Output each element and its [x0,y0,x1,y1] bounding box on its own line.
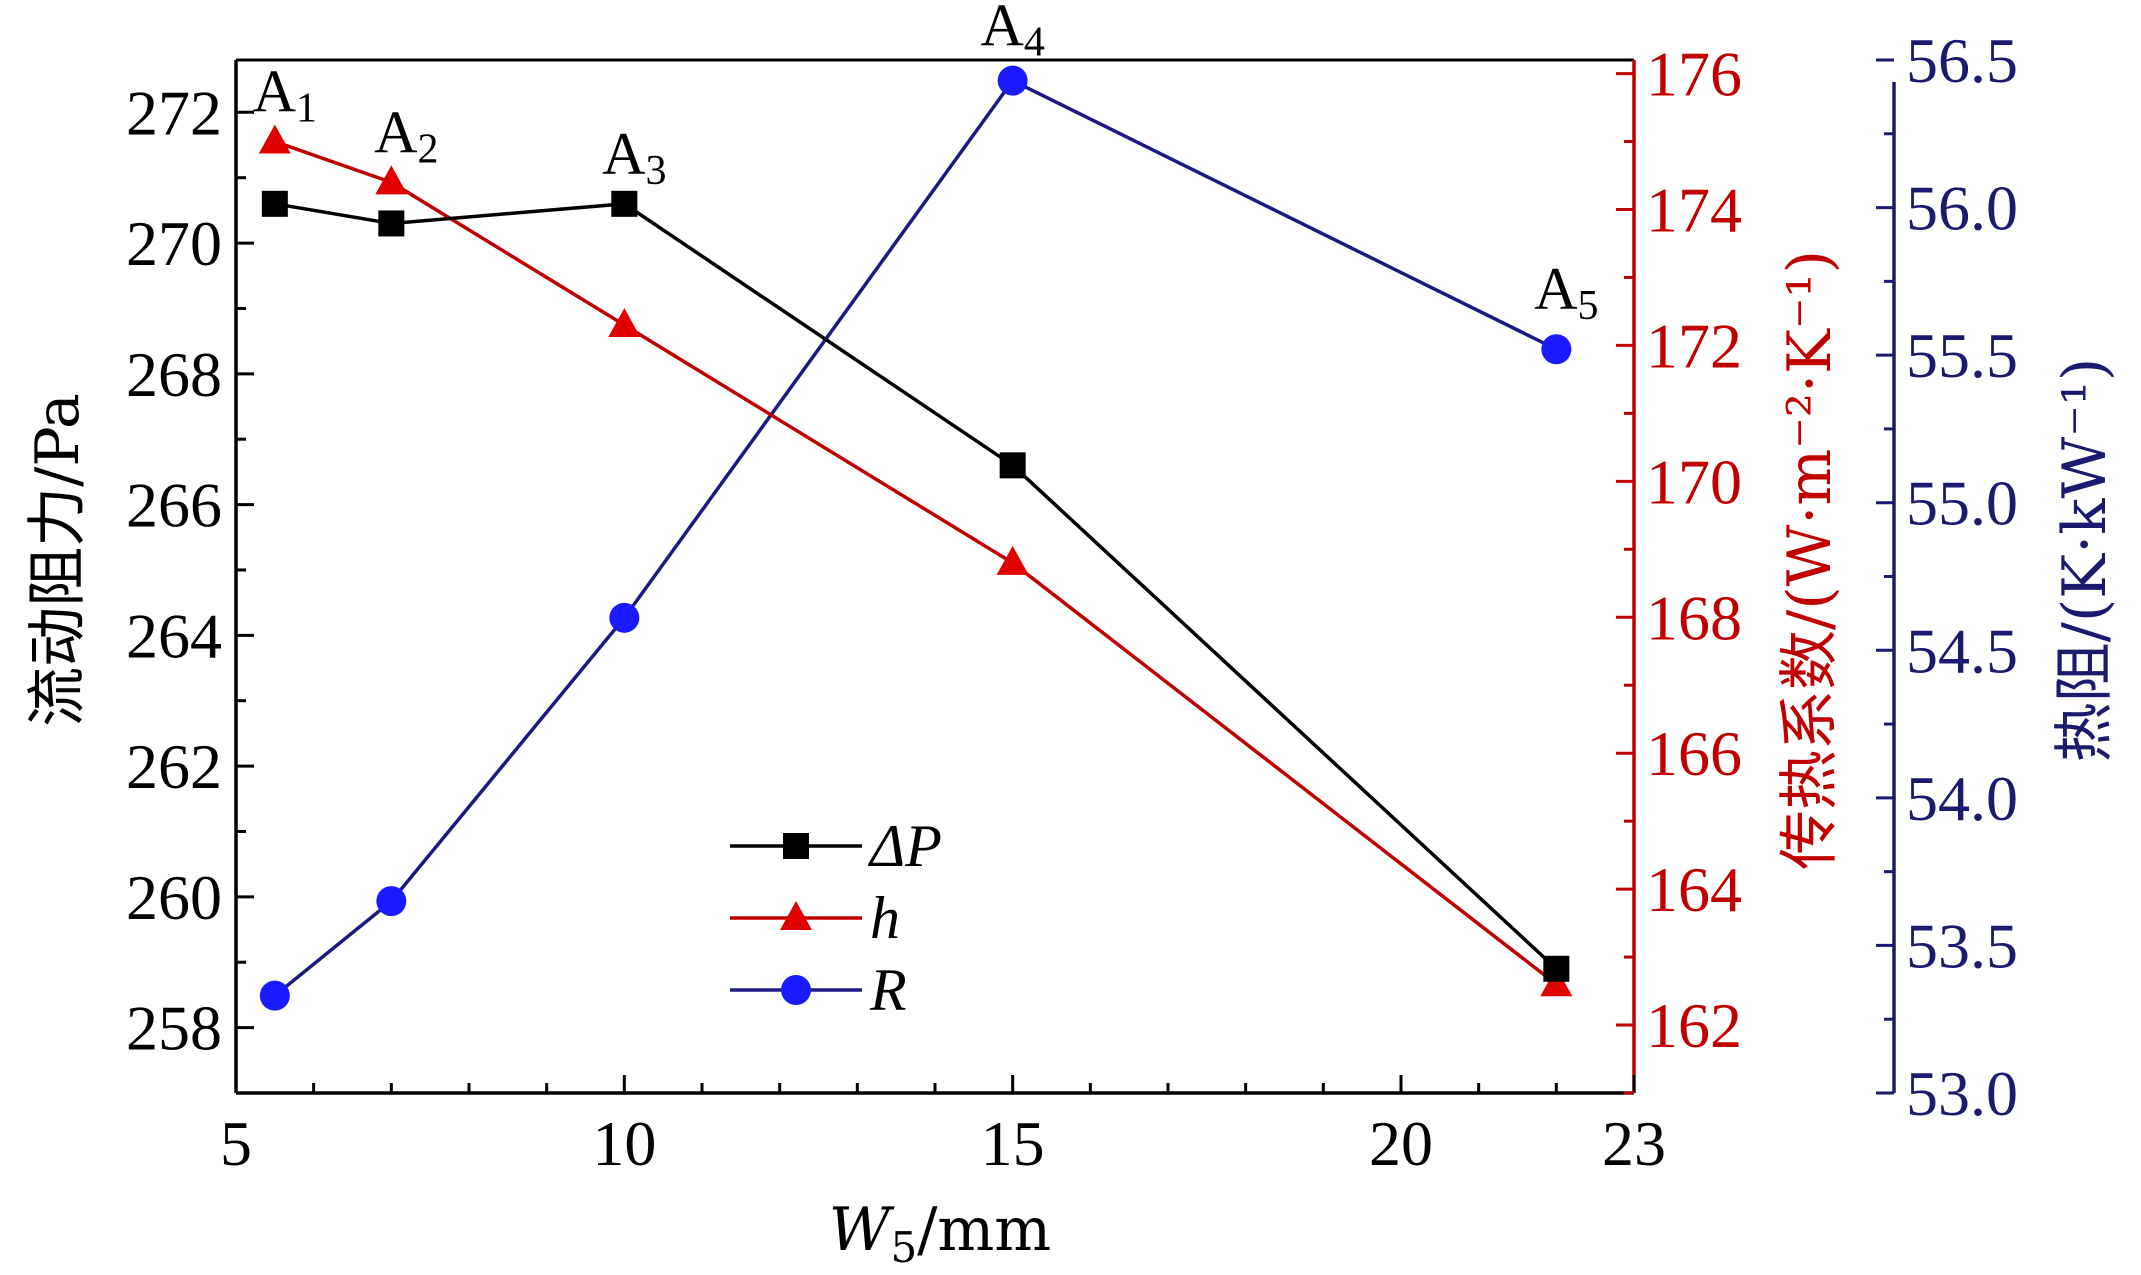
annotation-letter: A [1534,256,1577,322]
series-R [259,65,1572,1011]
right1-tick-label: 164 [1646,854,1742,925]
x-tick-label: 20 [1369,1108,1433,1179]
x-tick-label: 5 [220,1108,252,1179]
square-marker [611,190,638,217]
circle-marker [376,886,407,917]
triangle-marker [780,901,812,930]
x-axis-title-sub: 5 [890,1223,917,1272]
annotation-subscript: 4 [1024,20,1045,66]
x-axis-title-main: W [829,1195,895,1265]
square-marker [783,833,809,859]
point-annotation: A3 [602,121,666,194]
left-tick-label: 262 [126,731,222,802]
right2-tick-label: 55.5 [1906,320,2018,391]
right1-axis-title: 传热系数/(W·m⁻²·K⁻¹) [1775,250,1845,870]
left-tick-label: 270 [126,208,222,279]
triangle-marker [608,308,641,338]
point-annotation: A4 [980,0,1044,66]
circle-marker [781,975,811,1005]
legend-entry: R [730,957,907,1023]
square-marker [261,190,288,217]
right2-tick-label: 54.0 [1906,763,2018,834]
point-annotation: A2 [374,99,438,172]
right1-tick-label: 176 [1646,39,1742,110]
annotation-subscript: 1 [296,86,317,132]
triangle-marker [996,545,1029,575]
square-marker [378,210,405,237]
point-annotation: A1 [253,59,317,132]
annotation-subscript: 2 [418,126,439,172]
annotation-letter: A [253,59,296,125]
right2-tick-label: 56.0 [1906,173,2018,244]
left-tick-label: 258 [126,993,222,1064]
x-tick-label: 15 [981,1108,1045,1179]
annotation-subscript: 5 [1578,283,1599,329]
left-tick-label: 260 [126,862,222,933]
right1-tick-label: 166 [1646,718,1742,789]
series-deltaP [261,190,1570,982]
right2-tick-label: 53.0 [1906,1058,2018,1129]
point-annotation: A5 [1534,256,1598,329]
circle-marker [1541,334,1572,365]
right2-tick-label: 53.5 [1906,910,2018,981]
annotation-subscript: 3 [646,148,667,194]
right1-tick-label: 172 [1646,310,1742,381]
right2-axis-title: 热阻/(K·kW⁻¹) [2050,358,2120,763]
right2-tick-label: 54.5 [1906,615,2018,686]
legend-entry: h [730,885,900,951]
square-marker [1543,955,1570,982]
series-group [258,65,1573,1011]
right1-tick-label: 168 [1646,582,1742,653]
right1-tick-label: 162 [1646,990,1742,1061]
triangle-marker [375,165,408,195]
left-tick-label: 264 [126,600,222,671]
circle-marker [997,65,1028,96]
right2-tick-label: 56.5 [1906,25,2018,96]
x-axis-title: W5/mm [829,1195,1051,1272]
triangle-marker [258,124,291,154]
left-tick-label: 266 [126,470,222,541]
left-tick-label: 268 [126,339,222,410]
right2-tick-label: 55.0 [1906,468,2018,539]
circle-marker [609,602,640,633]
annotation-letter: A [602,121,645,187]
left-tick-label: 272 [126,77,222,148]
series-h [258,124,1573,997]
legend-entry: ΔP [730,813,942,879]
right1-tick-label: 174 [1646,175,1742,246]
square-marker [999,452,1026,479]
right1-tick-label: 170 [1646,446,1742,517]
legend-label: R [869,957,907,1023]
x-tick-label: 10 [592,1108,656,1179]
tick-marks [234,58,1894,1095]
left-axis-title: 流动阻力/Pa [23,393,93,727]
x-axis-title-unit: /mm [917,1195,1051,1265]
circle-marker [259,980,290,1011]
annotation-letter: A [374,99,417,165]
legend-label: h [870,885,900,951]
tick-labels: 5 10 15 20 232582602622642662682702721621641… [126,25,2018,1179]
x-tick-label: 23 [1602,1108,1666,1179]
annotation-letter: A [980,0,1023,59]
legend-label: ΔP [868,813,942,879]
